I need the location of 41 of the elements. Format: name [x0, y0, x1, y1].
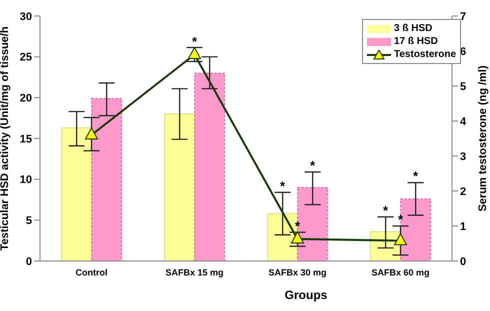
y-tick-label: 30 [20, 10, 32, 23]
x-tick-label: SAFBx 30 mg [268, 267, 327, 278]
bar [61, 127, 92, 261]
annotation: * [280, 178, 286, 194]
annotation: * [294, 218, 301, 234]
annotation: * [398, 212, 404, 227]
x-tick-label: Control [76, 267, 108, 278]
y2-tick-label: 1 [460, 220, 466, 233]
y2-tick-label: 0 [460, 256, 466, 268]
annotation: * [382, 202, 389, 218]
legend-label: 3 ß HSD [394, 22, 432, 35]
bar [267, 213, 298, 261]
y2-axis-title: Serum testosterone (ng /ml) [476, 65, 489, 212]
y-tick-label: 10 [20, 174, 32, 186]
bar [400, 198, 432, 261]
annotation: * [192, 34, 198, 49]
y2-tick-label: 2 [460, 186, 466, 198]
y-axis-title: Testicular HSD activity (Unit/mg of tissue/h [0, 26, 11, 251]
x-axis-title: Groups [284, 288, 328, 302]
bar [297, 187, 328, 261]
bar [164, 114, 196, 261]
y-tick-label: 20 [20, 92, 32, 105]
point [394, 233, 407, 246]
bar [91, 98, 122, 261]
y2-tick-label: 5 [460, 80, 466, 93]
y-tick-label: 15 [20, 133, 32, 146]
y-tick-label: 25 [20, 52, 32, 64]
y-tick-label: 5 [26, 215, 32, 228]
bar [194, 72, 226, 261]
point [85, 128, 98, 140]
y2-tick-label: 4 [460, 116, 467, 128]
y2-tick-label: 3 [460, 150, 466, 163]
legend-label: 17 ß HSD [394, 35, 438, 48]
annotation: * [310, 158, 316, 173]
point [188, 47, 201, 59]
x-tick-label: SAFBx 15 mg [165, 267, 224, 278]
y2-tick-label: 7 [460, 10, 466, 23]
x-tick-label: SAFBx 60 mg [371, 267, 430, 278]
annotation: * [412, 168, 419, 184]
y-tick-label: 0 [26, 256, 32, 268]
legend-label: Testosterone [394, 48, 456, 61]
